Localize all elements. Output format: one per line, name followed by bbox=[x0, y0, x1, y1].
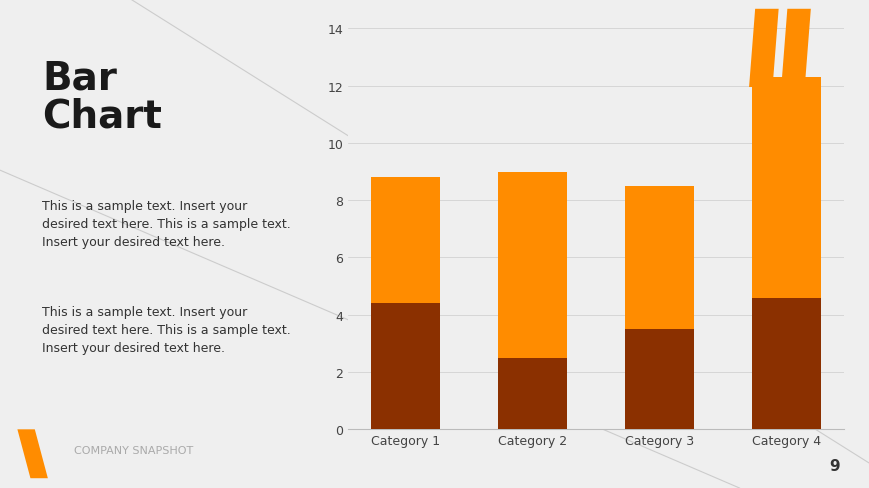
Bar bbox=[497, 358, 567, 429]
Text: 9: 9 bbox=[828, 458, 839, 473]
Bar bbox=[370, 178, 440, 304]
Text: This is a sample text. Insert your
desired text here. This is a sample text.
Ins: This is a sample text. Insert your desir… bbox=[43, 200, 291, 249]
Bar bbox=[497, 172, 567, 358]
Bar bbox=[751, 78, 820, 298]
Bar bbox=[751, 298, 820, 429]
Bar bbox=[624, 329, 693, 429]
Text: This is a sample text. Insert your
desired text here. This is a sample text.
Ins: This is a sample text. Insert your desir… bbox=[43, 305, 291, 354]
Bar bbox=[370, 304, 440, 429]
Bar bbox=[624, 186, 693, 329]
Text: COMPANY SNAPSHOT: COMPANY SNAPSHOT bbox=[74, 445, 193, 455]
Text: Bar
Chart: Bar Chart bbox=[43, 60, 163, 135]
